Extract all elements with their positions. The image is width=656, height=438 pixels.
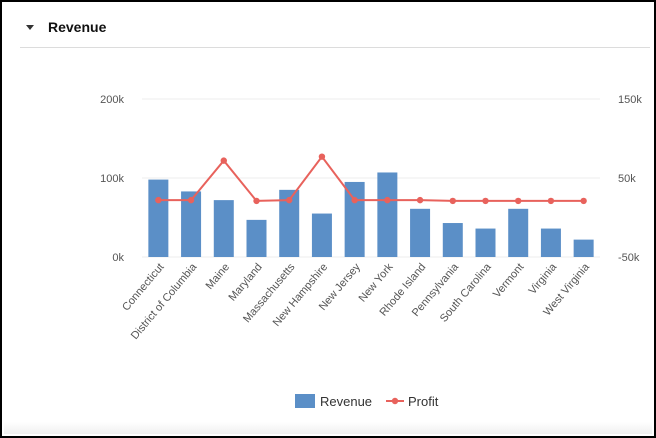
profit-point [155,196,162,204]
x-tick-label: District of Columbia [129,261,200,342]
caret-down-icon[interactable] [26,24,34,30]
y-left-tick-label: 0k [112,252,124,264]
profit-line [155,153,587,205]
profit-point [286,196,293,204]
legend: Revenue Profit [295,394,439,409]
revenue-bars [148,172,594,257]
revenue-bar [508,208,529,257]
profit-line-path [158,155,584,202]
profit-point [384,196,391,204]
y-left-tick-label: 200k [100,94,124,106]
revenue-bar [377,172,398,257]
profit-point [187,196,195,204]
profit-point [482,197,489,205]
y-right-tick-label: -50k [618,252,640,264]
panel-title: Revenue [48,19,107,35]
profit-point [580,197,587,205]
legend-revenue-label: Revenue [320,394,372,409]
revenue-bar [246,219,267,257]
y-left-tick-label: 100k [100,173,124,185]
profit-point [416,196,424,204]
x-tick-label: Virginia [527,261,560,297]
revenue-bar [213,200,234,257]
profit-point [318,153,326,160]
profit-point [449,197,456,205]
legend-profit-marker [391,397,399,405]
revenue-bar [344,181,365,257]
revenue-bar [410,208,431,257]
revenue-bar [148,179,169,257]
revenue-bar [311,213,332,257]
profit-point [515,197,522,205]
header-divider [20,47,650,48]
y-right-tick-label: 50k [618,173,636,185]
legend-revenue-swatch [295,394,315,408]
revenue-bar [573,239,594,257]
x-tick-label: Vermont [491,261,527,300]
revenue-bar [475,228,496,257]
grid-lines [142,98,600,258]
profit-point [547,197,555,205]
y-right-tick-label: 150k [618,94,642,106]
x-tick-label: Maine [204,261,232,292]
revenue-bar [279,189,300,257]
profit-point [351,196,358,204]
profit-point [253,197,260,205]
revenue-bar [540,228,561,257]
legend-profit-label: Profit [408,394,439,409]
revenue-bar [181,191,202,257]
revenue-bar [442,223,463,257]
bottom-shadow [4,422,652,434]
panel-header[interactable]: Revenue [20,10,650,44]
profit-point [220,157,227,164]
